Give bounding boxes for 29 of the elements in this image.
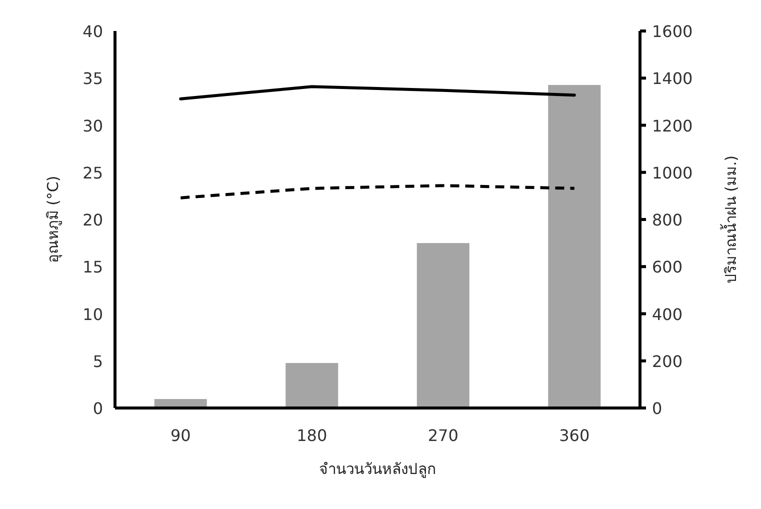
bar xyxy=(286,362,338,408)
y2-tick-label: 200 xyxy=(652,352,683,371)
y2-tick-label: 1200 xyxy=(652,116,693,136)
y2-tick-label: 1600 xyxy=(652,22,693,41)
line-series xyxy=(179,85,576,100)
y-tick-label: 10 xyxy=(82,304,103,324)
y-tick-label: 5 xyxy=(92,352,103,371)
y-tick-label: 15 xyxy=(82,258,103,277)
x-tick-label: 90 xyxy=(170,426,191,445)
y2-tick-label: 1400 xyxy=(652,69,693,88)
y-tick-label: 0 xyxy=(92,399,103,418)
y2-tick-label: 1000 xyxy=(652,163,693,182)
y-axis-title: อุณหภูมิ (°C) xyxy=(44,176,63,264)
y-tick-label: 30 xyxy=(82,116,103,136)
y2-axis-title: ปริมาณน้ำฝน (มม.) xyxy=(720,155,740,284)
x-axis-title: จำนวนวันหลังปลูก xyxy=(319,460,436,478)
y-tick-label: 25 xyxy=(82,163,103,182)
x-tick-label: 360 xyxy=(559,426,590,445)
x-tick-label: 270 xyxy=(428,426,458,445)
y-tick-label: 20 xyxy=(82,210,103,230)
bar xyxy=(416,243,470,408)
y2-tick-label: 800 xyxy=(652,210,683,230)
x-tick-label: 180 xyxy=(296,426,328,445)
bar xyxy=(548,84,601,408)
y2-tick-label: 600 xyxy=(652,258,683,277)
y-tick-label: 40 xyxy=(82,22,103,41)
y-tick-label: 35 xyxy=(82,69,103,88)
y2-tick-label: 0 xyxy=(652,399,662,418)
y2-tick-label: 400 xyxy=(652,304,683,324)
